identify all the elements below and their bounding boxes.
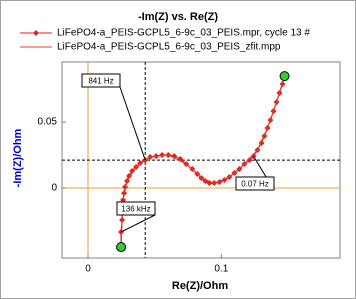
annotation-box xyxy=(235,176,275,191)
y-tick-label: 0 xyxy=(51,183,57,194)
annotation: 0.07 Hz xyxy=(241,180,269,189)
data-point xyxy=(126,173,133,180)
data-point xyxy=(246,157,253,164)
x-tick-label: 0.1 xyxy=(214,264,228,275)
annotation: 841 Hz xyxy=(88,77,113,86)
annotation: 136 kHz xyxy=(121,205,150,214)
x-tick-label: 0 xyxy=(85,264,91,275)
legend-marker xyxy=(33,30,39,36)
data-point xyxy=(129,168,136,175)
legend-label: LiFePO4-a_PEIS-GCPL5_6-9c_03_PEIS.mpr, c… xyxy=(57,28,310,39)
legend-label: LiFePO4-a_PEIS-GCPL5_6-9c_03_PEIS_zfit.m… xyxy=(57,42,281,53)
end-marker xyxy=(116,242,127,253)
data-point xyxy=(137,160,144,167)
end-marker xyxy=(279,71,290,82)
annotation-arrow xyxy=(119,86,146,161)
x-axis-label: Re(Z)/Ohm xyxy=(172,280,228,292)
y-axis-label: -Im(Z)/Ohm xyxy=(12,128,24,187)
annotation-box xyxy=(116,201,156,216)
chart-title: -Im(Z) vs. Re(Z) xyxy=(138,11,218,23)
annotation-box xyxy=(81,73,121,88)
y-tick-label: 0.05 xyxy=(38,117,58,128)
annotation-arrow xyxy=(120,214,156,233)
data-point xyxy=(159,152,166,159)
series-line xyxy=(120,75,286,248)
